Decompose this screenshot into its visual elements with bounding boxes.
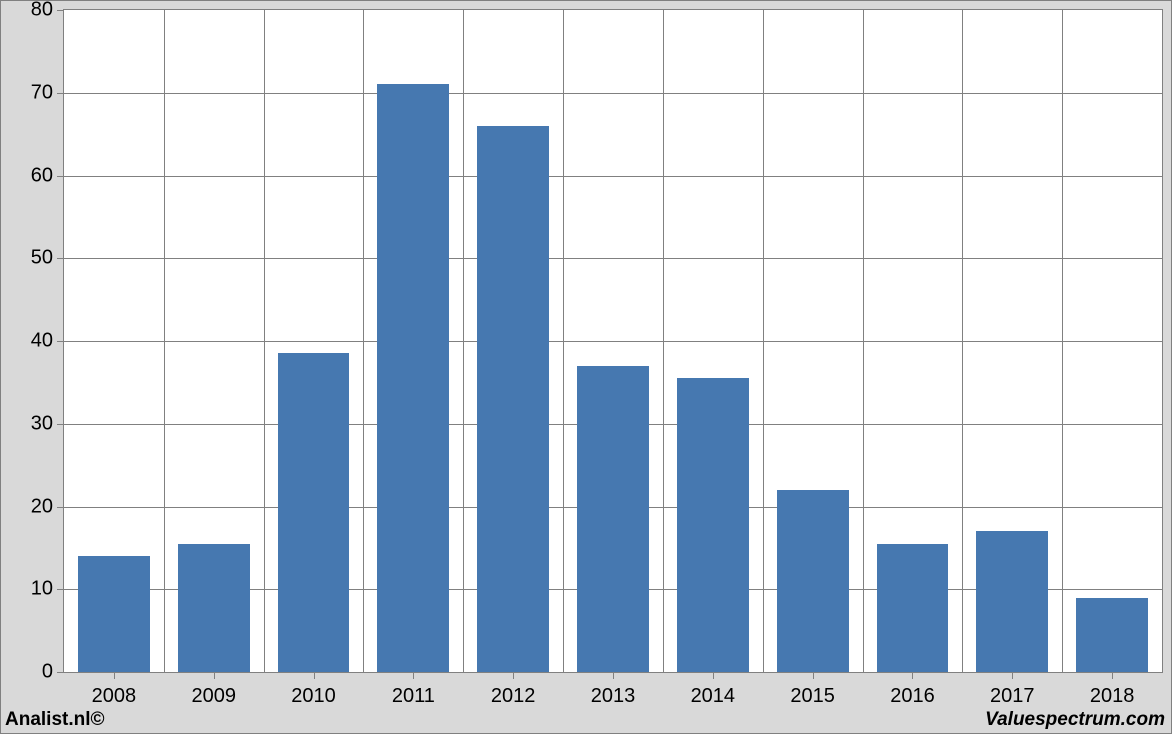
y-tick-label: 0 [7,661,53,684]
y-tick-mark [57,672,63,673]
x-tick-mark [713,673,714,679]
x-tick-label: 2012 [491,685,536,708]
x-tick-mark [114,673,115,679]
bar [976,531,1048,672]
bar [477,126,549,672]
bar [78,556,150,672]
y-tick-label: 40 [7,330,53,353]
gridline-vertical [962,10,963,672]
y-tick-mark [57,258,63,259]
x-tick-mark [1112,673,1113,679]
y-tick-label: 70 [7,81,53,104]
gridline-vertical [863,10,864,672]
bar [377,84,449,672]
gridline-horizontal [64,176,1162,177]
x-tick-label: 2018 [1090,685,1135,708]
gridline-vertical [1062,10,1063,672]
gridline-horizontal [64,93,1162,94]
gridline-horizontal [64,341,1162,342]
x-tick-label: 2015 [790,685,835,708]
footer-right-credit: Valuespectrum.com [985,709,1165,731]
y-tick-mark [57,424,63,425]
x-tick-label: 2014 [691,685,736,708]
x-tick-label: 2013 [591,685,636,708]
y-tick-label: 30 [7,412,53,435]
x-tick-mark [413,673,414,679]
bar [1076,598,1148,672]
y-tick-label: 80 [7,0,53,22]
y-tick-label: 60 [7,164,53,187]
y-tick-mark [57,507,63,508]
chart-container: 0 10 20 30 40 50 60 70 80 2008 2009 2010 2011 2012 20… [0,0,1172,734]
y-tick-label: 20 [7,495,53,518]
y-tick-label: 10 [7,578,53,601]
y-tick-mark [57,341,63,342]
x-tick-mark [1012,673,1013,679]
bar [877,544,949,672]
gridline-vertical [663,10,664,672]
bar [677,378,749,672]
x-tick-label: 2017 [990,685,1035,708]
bar [777,490,849,672]
bar [278,353,350,672]
gridline-horizontal [64,258,1162,259]
gridline-vertical [264,10,265,672]
gridline-vertical [164,10,165,672]
y-tick-mark [57,93,63,94]
y-tick-mark [57,10,63,11]
gridline-vertical [763,10,764,672]
x-tick-label: 2016 [890,685,935,708]
y-tick-label: 50 [7,247,53,270]
x-tick-mark [912,673,913,679]
footer-left-credit: Analist.nl© [5,709,105,731]
x-tick-label: 2010 [291,685,336,708]
gridline-vertical [463,10,464,672]
x-tick-label: 2011 [392,685,435,708]
y-tick-mark [57,176,63,177]
x-tick-mark [613,673,614,679]
bar [577,366,649,672]
bar [178,544,250,672]
x-tick-mark [813,673,814,679]
y-tick-mark [57,589,63,590]
x-tick-label: 2008 [92,685,137,708]
plot-area [63,9,1163,673]
gridline-vertical [563,10,564,672]
x-tick-mark [214,673,215,679]
gridline-vertical [363,10,364,672]
x-tick-label: 2009 [191,685,236,708]
x-tick-mark [513,673,514,679]
x-tick-mark [314,673,315,679]
